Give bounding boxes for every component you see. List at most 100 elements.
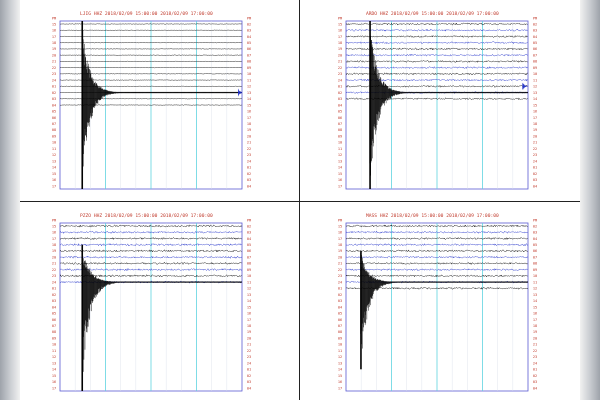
- left-row-label: 21: [52, 262, 56, 266]
- left-row-label: 20: [52, 255, 56, 259]
- left-row-label: 01: [338, 287, 342, 291]
- seismic-trace: [60, 249, 242, 253]
- right-row-label: 19: [247, 330, 251, 334]
- right-row-label: 22: [247, 349, 251, 353]
- right-row-label: 10: [533, 274, 537, 278]
- left-row-label: 10: [338, 343, 342, 347]
- right-row-label: 03: [247, 29, 251, 33]
- seismic-trace: [60, 29, 242, 31]
- right-row-label: 16: [533, 312, 537, 316]
- seismic-trace: [346, 224, 528, 228]
- right-row-label: 03: [247, 380, 251, 384]
- seismic-trace: [346, 267, 528, 272]
- right-row-label: 23: [533, 355, 537, 359]
- left-row-label: 01: [52, 287, 56, 291]
- left-row-label: 14: [52, 166, 56, 170]
- left-top-label: PM: [52, 17, 57, 21]
- right-top-label: PM: [533, 17, 538, 21]
- right-row-label: 12: [247, 85, 251, 89]
- seismic-trace: [60, 48, 242, 50]
- left-row-label: 24: [52, 78, 56, 82]
- right-row-label: 14: [247, 97, 251, 101]
- panel-ardo: ARDO HHZ 2018/02/09 15:00:00 2018/02/09 …: [334, 8, 546, 193]
- seismic-trace: [346, 35, 528, 38]
- panel-header: MASS HHZ 2018/02/09 15:00:00 2018/02/09 …: [366, 213, 499, 219]
- right-row-label: 23: [247, 153, 251, 157]
- right-row-label: 17: [247, 116, 251, 120]
- left-row-label: 02: [52, 293, 56, 297]
- left-row-label: 15: [52, 22, 56, 26]
- left-row-label: 08: [52, 128, 56, 132]
- right-row-label: 23: [247, 355, 251, 359]
- right-row-label: 04: [247, 184, 251, 188]
- left-row-label: 17: [338, 35, 342, 39]
- right-row-label: 01: [533, 166, 537, 170]
- right-row-label: 17: [533, 318, 537, 322]
- left-row-label: 16: [52, 231, 56, 235]
- helicorder-ardo: ARDO HHZ 2018/02/09 15:00:00 2018/02/09 …: [338, 11, 538, 190]
- seismic-trace: [346, 236, 528, 240]
- left-row-label: 15: [52, 224, 56, 228]
- right-row-label: 19: [533, 128, 537, 132]
- left-row-label: 09: [338, 134, 342, 138]
- left-row-label: 07: [338, 324, 342, 328]
- left-row-label: 23: [338, 274, 342, 278]
- right-row-label: 08: [247, 262, 251, 266]
- left-row-label: 13: [338, 361, 342, 365]
- vertical-divider: [299, 0, 300, 400]
- left-row-label: 04: [52, 103, 56, 107]
- left-row-label: 24: [52, 280, 56, 284]
- right-row-label: 06: [533, 47, 537, 51]
- horizontal-divider: [20, 201, 580, 202]
- left-row-label: 11: [338, 349, 342, 353]
- right-row-label: 09: [533, 66, 537, 70]
- right-row-label: 05: [533, 41, 537, 45]
- left-row-label: 15: [338, 22, 342, 26]
- left-row-label: 21: [338, 262, 342, 266]
- left-row-label: 07: [52, 122, 56, 126]
- left-row-label: 14: [338, 166, 342, 170]
- left-row-label: 22: [338, 66, 342, 70]
- panel-pzzo: PZZO HHZ 2018/02/09 15:00:00 2018/02/09 …: [48, 210, 260, 395]
- right-row-label: 12: [533, 287, 537, 291]
- right-row-label: 22: [533, 147, 537, 151]
- right-row-label: 22: [247, 147, 251, 151]
- right-row-label: 14: [533, 299, 537, 303]
- left-row-label: 05: [52, 312, 56, 316]
- seismic-trace: [60, 54, 242, 56]
- right-row-label: 03: [533, 380, 537, 384]
- left-row-label: 09: [338, 336, 342, 340]
- right-row-label: 17: [247, 318, 251, 322]
- left-row-label: 16: [52, 178, 56, 182]
- left-row-label: 18: [52, 41, 56, 45]
- left-row-label: 11: [338, 147, 342, 151]
- panel-mass: MASS HHZ 2018/02/09 15:00:00 2018/02/09 …: [334, 210, 546, 395]
- left-row-label: 18: [338, 41, 342, 45]
- left-row-label: 23: [338, 72, 342, 76]
- left-row-label: 13: [52, 159, 56, 163]
- seismic-trace: [60, 42, 242, 44]
- seismic-trace: [60, 35, 242, 37]
- right-row-label: 17: [533, 116, 537, 120]
- right-row-label: 10: [533, 72, 537, 76]
- left-row-label: 06: [52, 116, 56, 120]
- right-row-label: 09: [247, 66, 251, 70]
- left-row-label: 03: [52, 299, 56, 303]
- left-row-label: 12: [338, 355, 342, 359]
- right-row-label: 13: [247, 91, 251, 95]
- right-row-label: 02: [247, 172, 251, 176]
- left-row-label: 16: [338, 380, 342, 384]
- right-row-label: 24: [247, 361, 251, 365]
- right-row-label: 04: [533, 386, 537, 390]
- left-row-label: 22: [338, 268, 342, 272]
- left-row-label: 03: [338, 299, 342, 303]
- seismic-trace: [60, 261, 242, 265]
- left-row-label: 05: [338, 110, 342, 114]
- right-row-label: 12: [247, 287, 251, 291]
- seismic-trace: [346, 28, 528, 32]
- right-row-label: 07: [533, 255, 537, 259]
- left-row-label: 09: [52, 134, 56, 138]
- left-row-label: 10: [52, 343, 56, 347]
- seismic-trace: [60, 230, 242, 234]
- seismic-trace: [346, 249, 528, 253]
